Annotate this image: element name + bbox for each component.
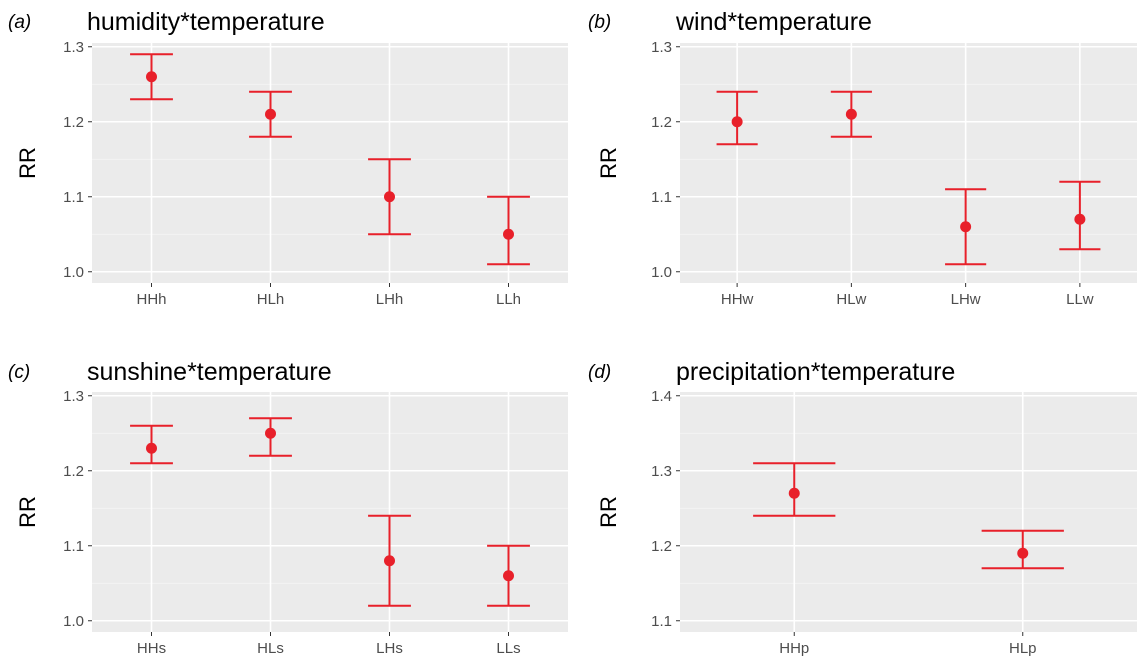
x-tick-label: LHw <box>951 291 981 308</box>
data-point <box>731 116 743 128</box>
x-tick-label: HLw <box>836 291 866 308</box>
y-axis-title: RR <box>15 147 40 179</box>
y-tick-label: 1.0 <box>63 264 84 281</box>
x-tick-label: LLh <box>496 291 521 308</box>
data-point <box>845 108 857 120</box>
panel-label: (b) <box>588 12 611 33</box>
plot-background <box>92 392 568 632</box>
data-point <box>265 108 276 120</box>
x-tick-label: LLw <box>1066 291 1094 308</box>
data-point <box>1074 213 1086 225</box>
data-point <box>384 191 395 203</box>
y-axis-title: RR <box>596 496 621 528</box>
y-tick-label: 1.1 <box>651 189 672 206</box>
panel-title: wind*temperature <box>675 8 872 36</box>
y-tick-label: 1.4 <box>651 388 672 405</box>
data-point <box>788 487 800 499</box>
data-point <box>384 555 395 567</box>
y-tick-label: 1.0 <box>651 264 672 281</box>
x-tick-label: HHp <box>779 640 809 657</box>
panel-label: (c) <box>8 362 30 383</box>
y-tick-label: 1.2 <box>63 463 84 480</box>
y-tick-label: 1.1 <box>63 538 84 555</box>
chart-panel-3: (c) sunshine*temperature 1.0 1.1 1.2 1.3 HHs HL… <box>8 358 568 657</box>
plot-background <box>92 43 568 283</box>
y-tick-label: 1.3 <box>63 39 84 56</box>
x-tick-label: HLp <box>1009 640 1037 657</box>
y-tick-label: 1.2 <box>63 114 84 131</box>
data-point <box>960 221 972 233</box>
y-tick-label: 1.3 <box>63 388 84 405</box>
x-tick-label: LHh <box>376 291 404 308</box>
y-tick-label: 1.1 <box>651 613 672 630</box>
data-point <box>146 442 157 454</box>
x-tick-label: LHs <box>376 640 403 657</box>
data-point <box>503 570 514 582</box>
data-point <box>265 427 276 439</box>
y-tick-label: 1.0 <box>63 613 84 630</box>
x-tick-label: HLh <box>257 291 285 308</box>
y-axis-title: RR <box>596 147 621 179</box>
x-tick-label: HHh <box>136 291 166 308</box>
chart-panel-1: (a) humidity*temperature 1.0 1.1 1.2 1.3 HHh HL… <box>8 8 568 308</box>
x-tick-label: HHs <box>137 640 166 657</box>
y-tick-label: 1.2 <box>651 538 672 555</box>
panel-label: (a) <box>8 12 31 33</box>
data-point <box>1017 547 1029 559</box>
panel-title: sunshine*temperature <box>87 358 332 386</box>
y-tick-label: 1.2 <box>651 114 672 131</box>
y-tick-label: 1.1 <box>63 189 84 206</box>
x-tick-label: HHw <box>721 291 754 308</box>
plot-background <box>680 392 1137 632</box>
plot-background <box>680 43 1137 283</box>
y-axis-title: RR <box>15 496 40 528</box>
data-point <box>146 71 157 83</box>
y-tick-label: 1.3 <box>651 463 672 480</box>
panel-title: precipitation*temperature <box>676 358 955 386</box>
chart-panel-2: (b) wind*temperature 1.0 1.1 1.2 1.3 HHw HLw LHw… <box>588 8 1137 308</box>
x-tick-label: LLs <box>496 640 520 657</box>
x-tick-label: HLs <box>257 640 284 657</box>
panel-label: (d) <box>588 362 611 383</box>
panel-title: humidity*temperature <box>87 8 325 36</box>
chart-panel-4: (d) precipitation*temperature 1.1 1.2 1.3 1.4… <box>588 358 1137 657</box>
y-tick-label: 1.3 <box>651 39 672 56</box>
data-point <box>503 228 514 240</box>
